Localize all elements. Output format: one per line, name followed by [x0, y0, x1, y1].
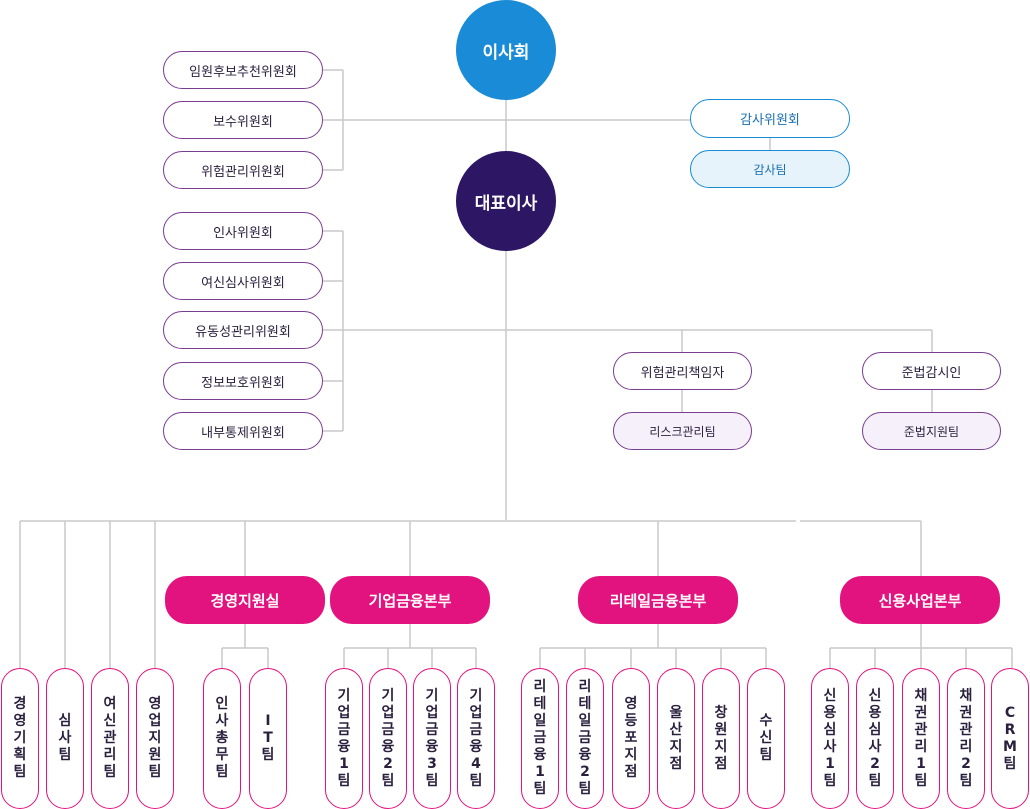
team-deposit: 수신팀	[747, 668, 785, 809]
board-committee-nomination: 임원후보추천위원회	[163, 51, 323, 89]
ceo-committee-credit: 여신심사위원회	[163, 262, 323, 300]
compliance-officer: 준법감시인	[862, 352, 1001, 390]
team-corporate-finance-1: 기업금융1팀	[325, 668, 363, 809]
board-committee-compensation: 보수위원회	[163, 101, 323, 139]
ceo-committee-infosec: 정보보호위원회	[163, 362, 323, 400]
team-bond-management-1: 채권관리1팀	[902, 668, 940, 809]
team-hr-general-affairs: 인사총무팀	[203, 668, 241, 809]
ceo-committee-hr: 인사위원회	[163, 212, 323, 250]
team-management-planning: 경영기획팀	[1, 668, 39, 809]
team-retail-finance-2: 리테일금융2팀	[566, 668, 604, 809]
team-corporate-finance-2: 기업금융2팀	[369, 668, 407, 809]
team-credit-management: 여신관리팀	[91, 668, 129, 809]
branch-ulsan: 울산지점	[657, 668, 695, 809]
ceo-node: 대표이사	[456, 151, 556, 251]
audit-team: 감사팀	[690, 150, 850, 188]
team-corporate-finance-4: 기업금융4팀	[457, 668, 495, 809]
board-label: 이사회	[482, 42, 530, 63]
audit-committee: 감사위원회	[690, 99, 850, 138]
team-crm: CRM팀	[991, 668, 1029, 809]
board-node: 이사회	[456, 0, 556, 100]
compliance-support-team: 준법지원팀	[862, 412, 1001, 450]
risk-officer: 위험관리책임자	[613, 352, 752, 390]
team-corporate-finance-3: 기업금융3팀	[413, 668, 451, 809]
division-management-support: 경영지원실	[165, 576, 325, 624]
team-it: IT팀	[249, 668, 287, 809]
division-credit-business: 신용사업본부	[840, 576, 1000, 624]
ceo-committee-internal-control: 내부통제위원회	[163, 412, 323, 450]
ceo-label: 대표이사	[474, 193, 538, 214]
team-review: 심사팀	[46, 668, 84, 809]
board-committee-risk: 위험관리위원회	[163, 151, 323, 189]
branch-yeongdeungpo: 영등포지점	[612, 668, 650, 809]
division-corporate-finance: 기업금융본부	[330, 576, 490, 624]
ceo-committee-liquidity: 유동성관리위원회	[163, 311, 323, 349]
division-retail-finance: 리테일금융본부	[578, 576, 738, 624]
team-bond-management-2: 채권관리2팀	[947, 668, 985, 809]
team-sales-support: 영업지원팀	[136, 668, 174, 809]
team-credit-review-2: 신용심사2팀	[856, 668, 894, 809]
branch-changwon: 창원지점	[702, 668, 740, 809]
team-credit-review-1: 신용심사1팀	[811, 668, 849, 809]
team-retail-finance-1: 리테일금융1팀	[521, 668, 559, 809]
risk-management-team: 리스크관리팀	[613, 412, 752, 450]
